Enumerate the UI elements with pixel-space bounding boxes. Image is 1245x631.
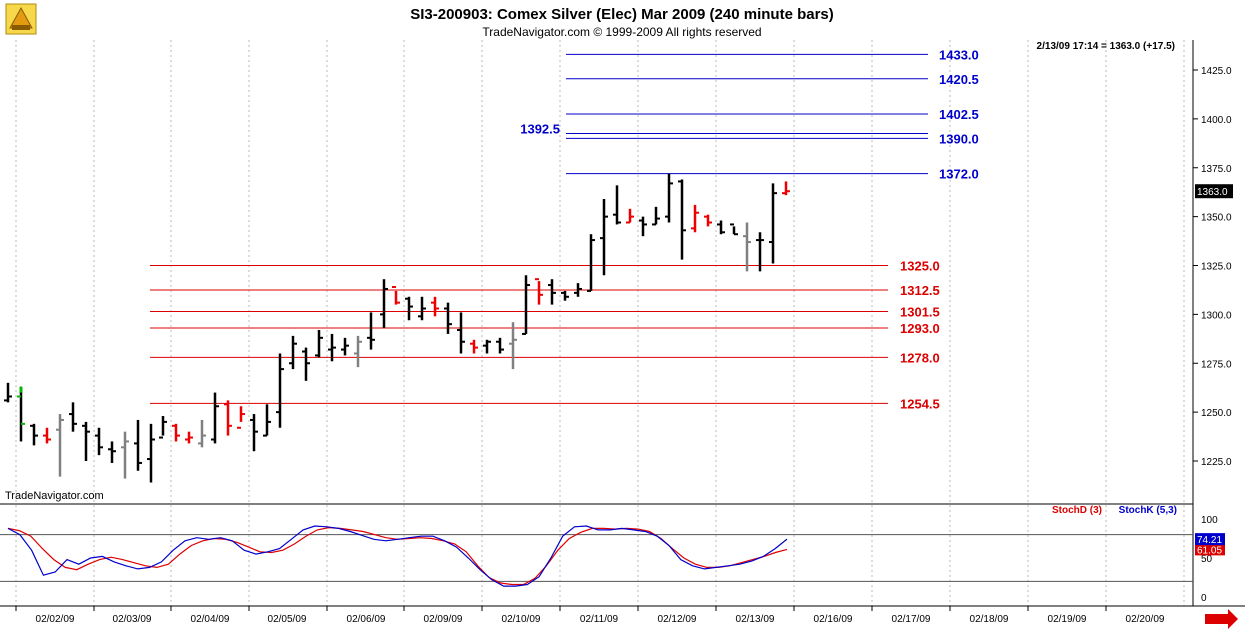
- x-tick-label: 02/13/09: [736, 614, 775, 625]
- chart-title: SI3-200903: Comex Silver (Elec) Mar 2009…: [410, 6, 834, 23]
- scroll-right-arrow-icon[interactable]: [1205, 609, 1238, 629]
- y-tick-label: 1350.0: [1201, 213, 1232, 224]
- level-label: 1390.0: [939, 131, 979, 146]
- y-tick-label: 1375.0: [1201, 164, 1232, 175]
- level-label: 1372.0: [939, 167, 979, 182]
- stoch-y-tick-label: 100: [1201, 515, 1218, 526]
- x-tick-label: 02/03/09: [113, 614, 152, 625]
- level-lines: 1433.0 1420.5 1402.5 1392.5 1390.0 1372.0 1325…: [150, 47, 979, 411]
- x-tick-label: 02/11/09: [580, 614, 619, 625]
- watermark-text: TradeNavigator.com: [5, 490, 104, 502]
- level-label: 1392.5: [520, 122, 560, 137]
- stoch-last-box: [1195, 543, 1225, 556]
- level-label: 1420.5: [939, 72, 979, 87]
- x-tick-label: 02/04/09: [191, 614, 230, 625]
- x-tick-label: 02/17/09: [892, 614, 931, 625]
- y-tick-label: 1300.0: [1201, 310, 1232, 321]
- x-tick-label: 02/12/09: [658, 614, 697, 625]
- stoch-line: [7, 525, 788, 587]
- level-label: 1278.0: [900, 350, 940, 365]
- level-label: 1433.0: [939, 47, 979, 62]
- x-tick-label: 02/10/09: [502, 614, 541, 625]
- level-label: 1254.5: [900, 396, 940, 411]
- x-tick-label: 02/06/09: [347, 614, 386, 625]
- stoch-y-tick-label: 50: [1201, 554, 1213, 565]
- level-label: 1402.5: [939, 107, 979, 122]
- trade-navigator-logo-icon[interactable]: [5, 3, 37, 35]
- price-axis: 1425.0 1400.0 1375.0 1350.0 1325.0 1300.0 1275…: [1193, 66, 1232, 468]
- level-label: 1325.0: [900, 259, 940, 274]
- y-tick-label: 1225.0: [1201, 457, 1232, 468]
- status-readout: 2/13/09 17:14 = 1363.0 (+17.5): [1037, 41, 1175, 52]
- y-tick-label: 1250.0: [1201, 408, 1232, 419]
- x-tick-label: 02/02/09: [36, 614, 75, 625]
- ohlc-bars: [4, 173, 790, 483]
- x-tick-label: 02/09/09: [424, 614, 463, 625]
- x-tick-label: 02/16/09: [814, 614, 853, 625]
- grid-lines: [15, 40, 1185, 606]
- stoch-last-label: 61.05: [1197, 545, 1222, 556]
- stochd-legend: StochD (3): [1052, 505, 1102, 516]
- y-tick-label: 1275.0: [1201, 359, 1232, 370]
- x-tick-label: 02/05/09: [268, 614, 307, 625]
- stoch-last-label: 74.21: [1197, 535, 1222, 546]
- x-tick-label: 02/20/09: [1126, 614, 1165, 625]
- x-tick-label: 02/19/09: [1048, 614, 1087, 625]
- y-tick-label: 1400.0: [1201, 115, 1232, 126]
- y-tick-label: 1425.0: [1201, 66, 1232, 77]
- chart-subtitle: TradeNavigator.com © 1999-2009 All right…: [482, 25, 761, 39]
- last-price-marker: 1363.0: [1195, 184, 1233, 199]
- date-axis: 02/02/09 02/03/09 02/04/09 02/05/09 02/06/09…: [15, 606, 1165, 625]
- stoch-last-box: [1195, 533, 1225, 546]
- last-price-text: 1363.0: [1197, 187, 1228, 198]
- level-label: 1293.0: [900, 321, 940, 336]
- stoch-y-tick-label: 0: [1201, 593, 1207, 604]
- level-label: 1301.5: [900, 304, 940, 319]
- level-label: 1312.5: [900, 283, 940, 298]
- y-tick-label: 1325.0: [1201, 262, 1232, 273]
- stochk-legend: StochK (5,3): [1119, 505, 1177, 516]
- x-tick-label: 02/18/09: [970, 614, 1009, 625]
